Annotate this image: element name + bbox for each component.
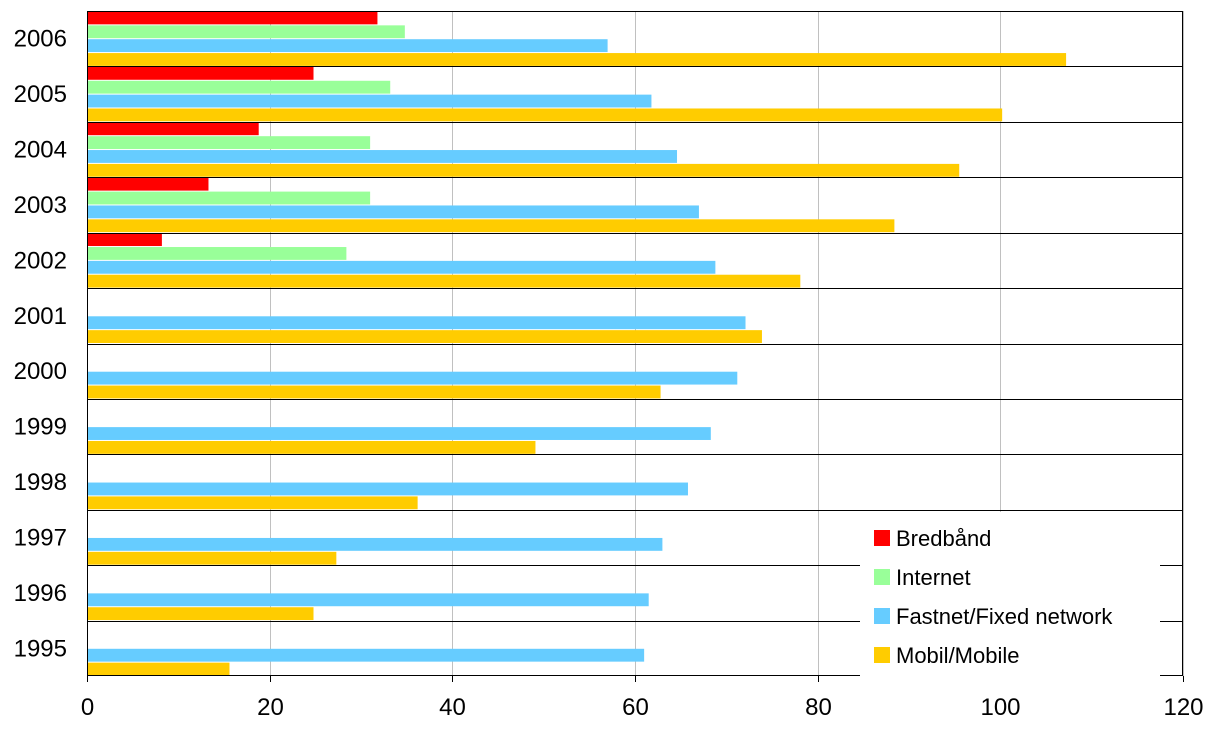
bar: [87, 108, 1003, 122]
x-tick-label: 80: [805, 694, 832, 721]
plot-border: [87, 11, 1183, 676]
bar: [87, 648, 645, 662]
legend-label: Mobil/Mobile: [896, 643, 1020, 668]
legend-label: Bredbånd: [896, 526, 991, 551]
bar: [87, 39, 608, 53]
y-tick-label: 2006: [14, 26, 67, 53]
bar: [87, 662, 230, 676]
legend-label: Fastnet/Fixed network: [896, 604, 1113, 629]
bar: [87, 482, 688, 496]
bar: [87, 177, 209, 191]
legend-label: Internet: [896, 565, 971, 590]
legend-swatch: [874, 530, 890, 546]
bar: [87, 496, 418, 510]
y-tick-label: 2002: [14, 247, 67, 274]
y-tick-label: 2005: [14, 81, 67, 108]
bar: [87, 593, 649, 607]
bar: [87, 25, 405, 39]
bar: [87, 371, 738, 385]
bar: [87, 607, 314, 621]
legend-swatch: [874, 647, 890, 663]
y-tick-label: 2000: [14, 358, 67, 385]
bar: [87, 53, 1067, 66]
bar: [87, 247, 347, 260]
y-tick-label: 1997: [14, 524, 67, 551]
bar: [87, 122, 259, 136]
x-tick-label: 0: [81, 694, 94, 721]
bar: [87, 330, 762, 343]
y-tick-label: 2003: [14, 192, 67, 219]
bar: [87, 385, 661, 399]
x-tick-label: 100: [980, 694, 1020, 721]
bar: [87, 440, 536, 454]
x-tick-label: 40: [439, 694, 466, 721]
y-tick-label: 2004: [14, 137, 67, 164]
bar: [87, 551, 337, 565]
bar: [87, 274, 801, 288]
bar: [87, 66, 314, 80]
bar: [87, 191, 371, 205]
bar: [87, 427, 711, 440]
bar: [87, 136, 371, 150]
x-tick-label: 60: [622, 694, 649, 721]
bar: [87, 260, 716, 274]
y-tick-label: 1995: [14, 635, 67, 662]
bar: [87, 11, 378, 25]
bar: [87, 537, 663, 551]
x-tick-label: 120: [1163, 694, 1203, 721]
bar: [87, 233, 162, 247]
y-tick-label: 1998: [14, 469, 67, 496]
bar: [87, 80, 391, 94]
y-tick-label: 1996: [14, 580, 67, 607]
x-tick-label: 20: [257, 694, 284, 721]
legend-swatch: [874, 569, 890, 585]
bar: [87, 219, 895, 233]
y-tick-label: 2001: [14, 303, 67, 330]
bar: [87, 205, 699, 219]
y-tick-label: 1999: [14, 414, 67, 441]
bar: [87, 163, 960, 177]
legend-box: [860, 512, 1160, 682]
bar: [87, 316, 746, 330]
bar: [87, 150, 678, 163]
legend-swatch: [874, 608, 890, 624]
bar: [87, 94, 652, 108]
